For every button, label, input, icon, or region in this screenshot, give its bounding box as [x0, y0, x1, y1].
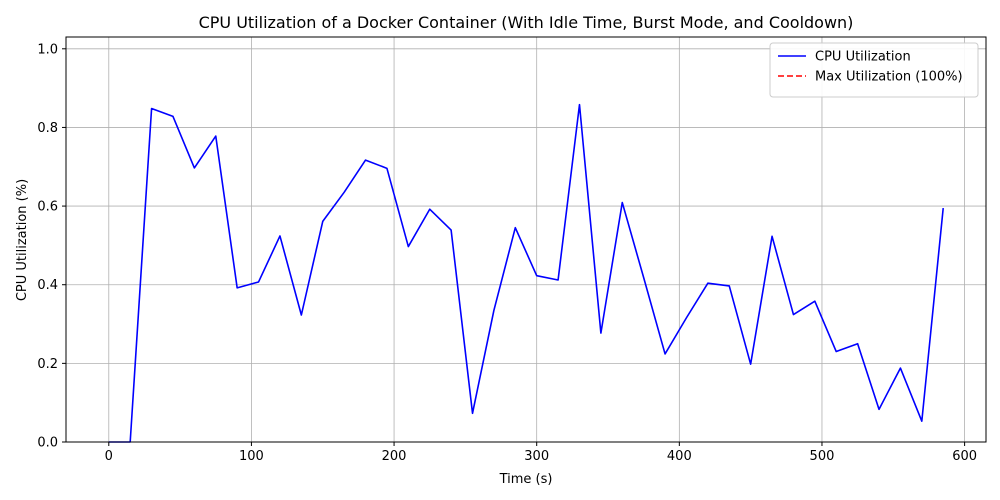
- x-tick-label: 0: [105, 449, 113, 464]
- ticks: 0 100 200 300 400 500 600 0.0 0.2 0.4 0.6 0.8 1.0: [37, 42, 977, 464]
- y-tick-label: 1.0: [37, 42, 58, 57]
- y-tick-label: 0.0: [37, 436, 58, 451]
- chart-title: CPU Utilization of a Docker Container (W…: [199, 13, 854, 32]
- y-tick-label: 0.4: [37, 278, 58, 293]
- x-tick-label: 600: [952, 449, 977, 464]
- x-tick-label: 100: [239, 449, 264, 464]
- y-tick-label: 0.2: [37, 357, 58, 372]
- x-tick-label: 500: [810, 449, 835, 464]
- plot-frame: [65, 36, 987, 443]
- x-tick-label: 200: [382, 449, 407, 464]
- legend-box: [769, 42, 979, 98]
- x-tick-label: 300: [524, 449, 549, 464]
- y-axis-label: CPU Utilization (%): [15, 179, 30, 301]
- legend: CPU Utilization Max Utilization (100%): [769, 42, 979, 98]
- y-tick-label: 0.8: [37, 121, 58, 136]
- y-tick-label: 0.6: [37, 200, 58, 215]
- legend-label: CPU Utilization: [815, 50, 911, 65]
- x-axis-label: Time (s): [499, 472, 553, 487]
- series-line-0: [108, 103, 945, 443]
- series-layer: [108, 103, 945, 443]
- x-tick-label: 400: [667, 449, 692, 464]
- legend-label: Max Utilization (100%): [815, 70, 963, 85]
